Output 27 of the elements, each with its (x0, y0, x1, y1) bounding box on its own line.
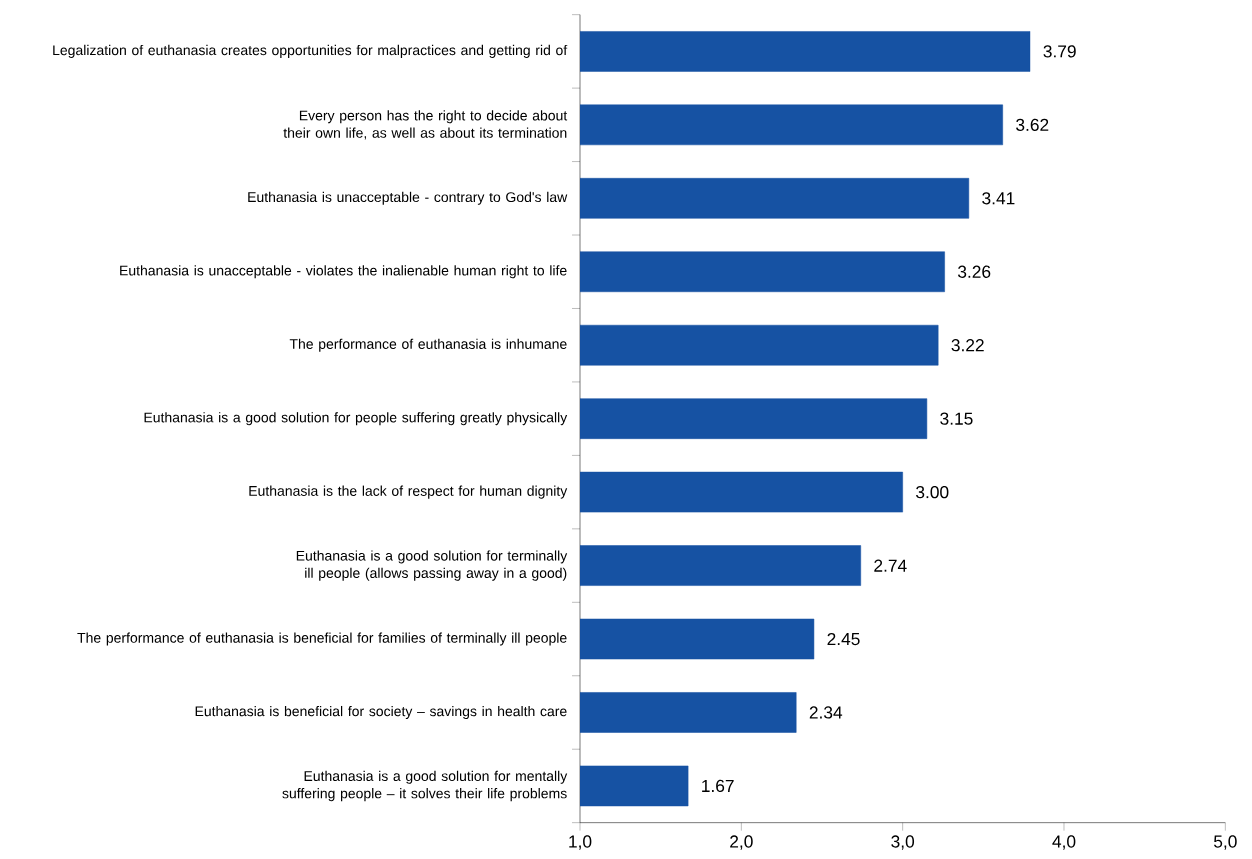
y-tick-label: Euthanasia is a good solution for mentally suffering people – it solves their life problems (282, 770, 568, 802)
data-label: 3.79 (1043, 45, 1076, 58)
y-tick-label: Every person has the right to decide about their own life, as well as about its termination (283, 110, 568, 140)
data-label: 3.41 (982, 192, 1015, 205)
data-label: 2.34 (809, 706, 843, 719)
y-tick-label: Euthanasia is a good solution for people suffering greatly physically (144, 412, 568, 426)
data-label: 3.22 (951, 339, 984, 352)
y-tick-label: The performance of euthanasia is beneficial for families of terminally ill people (77, 632, 567, 646)
x-tick-label: 4,0 (1052, 835, 1076, 850)
y-tick-label: The performance of euthanasia is inhumane (289, 338, 567, 352)
data-label: 2.45 (827, 633, 860, 646)
y-tick-label: Euthanasia is unacceptable - contrary to God's law (248, 191, 568, 205)
y-tick-label: Euthanasia is beneficial for society – savings in health care (195, 706, 567, 720)
data-label: 1.67 (702, 779, 734, 793)
y-tick-label: Euthanasia is the lack of respect for human dignity (249, 485, 568, 499)
data-label: 3.26 (957, 265, 991, 279)
y-tick-label: Legalization of euthanasia creates opportunities for malpractices and getting rid of (53, 45, 568, 59)
data-label: 3.62 (1016, 118, 1049, 132)
x-tick-label: 5,0 (1213, 835, 1237, 850)
x-tick-label: 2,0 (730, 835, 753, 850)
y-tick-label: Euthanasia is a good solution for terminally ill people (allows passing away in a good) (296, 550, 568, 581)
data-label: 2.74 (874, 559, 907, 572)
y-tick-label: Euthanasia is unacceptable - violates the inalienable human right to life (120, 265, 567, 279)
data-label: 3.15 (940, 412, 973, 425)
x-tick-label: 3,0 (891, 835, 915, 850)
data-label: 3.00 (916, 486, 949, 499)
x-tick-label: 1,0 (569, 835, 592, 850)
